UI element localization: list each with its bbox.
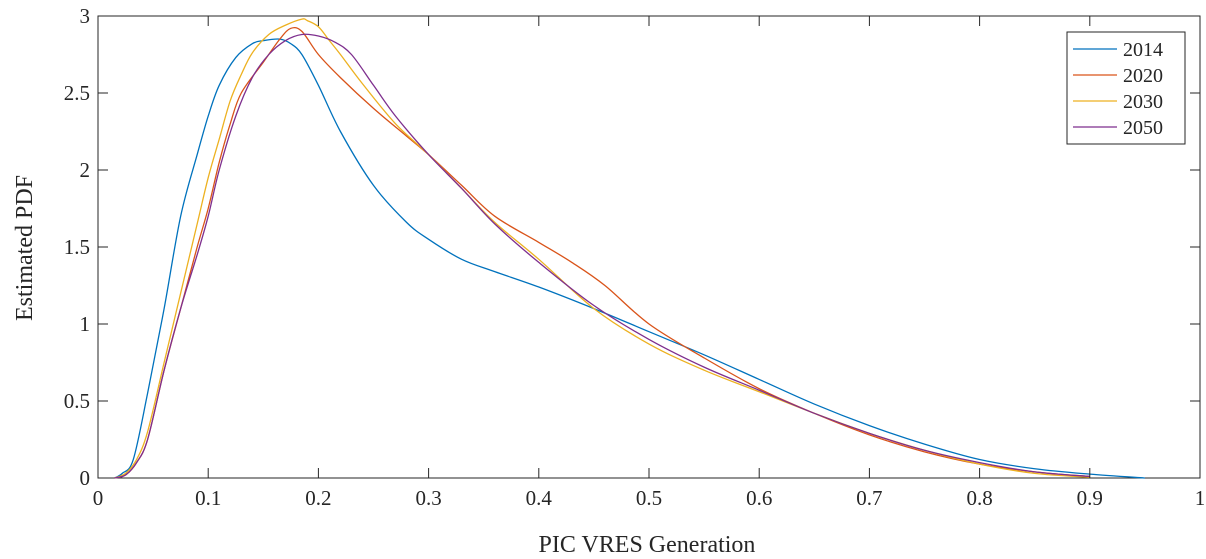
y-tick-label: 1: [80, 312, 91, 336]
legend-label-2030: 2030: [1123, 91, 1163, 113]
legend-box: [1066, 31, 1186, 145]
y-axis-ticks: 0 0.5 1 1.5 2 2.5 3: [64, 4, 1200, 490]
x-axis-ticks: 0 0.1 0.2 0.3 0.4 0.5 0.6 0.7 0.8 0.9 1: [93, 16, 1206, 510]
x-tick-label: 1: [1195, 486, 1206, 510]
series-line-2050: [114, 33, 1090, 479]
legend-label-2014: 2014: [1123, 39, 1163, 61]
y-tick-label: 1.5: [64, 235, 90, 259]
series-line-2014: [114, 38, 1145, 479]
x-tick-label: 0.8: [966, 486, 992, 510]
x-tick-label: 0: [93, 486, 104, 510]
y-tick-label: 2.5: [64, 81, 90, 105]
x-tick-label: 0.6: [746, 486, 772, 510]
x-tick-label: 0.3: [415, 486, 441, 510]
x-tick-label: 0.1: [195, 486, 221, 510]
x-tick-label: 0.5: [636, 486, 662, 510]
x-tick-label: 0.2: [305, 486, 331, 510]
y-axis-label: Estimated PDF: [12, 175, 38, 321]
series-line-2030: [114, 18, 1090, 479]
legend: 2014 2020 2030 2050: [1066, 31, 1186, 145]
plot-box: [97, 15, 1201, 479]
y-tick-label: 0: [80, 466, 91, 490]
y-tick-label: 2: [80, 158, 91, 182]
legend-label-2050: 2050: [1123, 117, 1163, 139]
x-tick-label: 0.7: [856, 486, 882, 510]
x-tick-label: 0.9: [1077, 486, 1103, 510]
legend-label-2020: 2020: [1123, 65, 1163, 87]
plot-area: [97, 15, 1201, 479]
y-tick-label: 3: [80, 4, 91, 28]
x-tick-label: 0.4: [526, 486, 553, 510]
y-tick-label: 0.5: [64, 389, 90, 413]
x-axis-label: PIC VRES Generation: [539, 532, 756, 558]
series-layer: [114, 18, 1145, 479]
